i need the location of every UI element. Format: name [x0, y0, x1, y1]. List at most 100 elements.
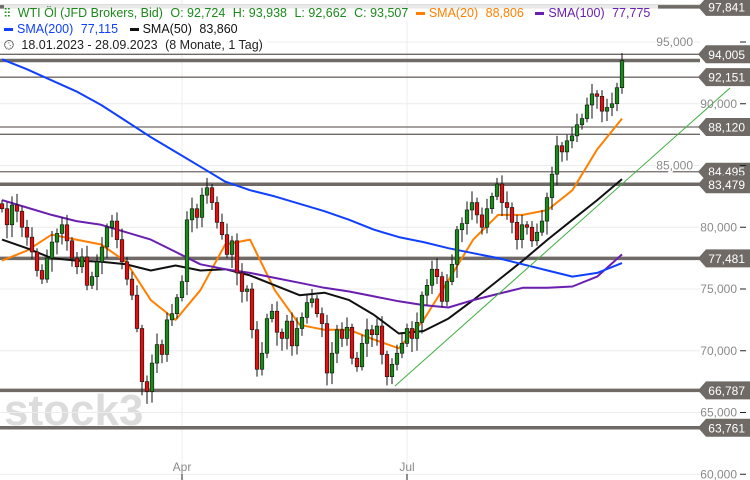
candle-body — [539, 220, 545, 233]
candle — [74, 251, 80, 275]
candle-body — [194, 208, 200, 218]
price-tag: 83,479 — [698, 175, 750, 194]
candle-body — [104, 226, 110, 248]
price-tag-label: 97,841 — [708, 0, 745, 14]
candle — [144, 375, 150, 404]
candle — [344, 317, 350, 346]
sma50-legend[interactable]: SMA(50) 83,860 — [129, 22, 242, 36]
candles — [0, 53, 625, 404]
price-tag-label: 92,151 — [708, 71, 745, 85]
sma50-label: SMA(50) — [142, 22, 192, 36]
candle-body — [134, 294, 140, 329]
candle-body — [554, 145, 560, 175]
sma100-swatch-icon — [535, 12, 545, 16]
candle — [224, 223, 230, 259]
candle — [279, 328, 285, 351]
candle — [499, 175, 505, 217]
candle — [234, 233, 240, 286]
candle-body — [184, 219, 190, 282]
candle-body — [9, 204, 15, 226]
sma20-swatch-icon — [415, 12, 425, 16]
candle-body — [564, 140, 570, 153]
price-tag-box — [698, 117, 750, 136]
candle-body — [414, 322, 420, 339]
candle — [504, 191, 510, 220]
candle-body — [229, 240, 235, 255]
sma200-legend[interactable]: SMA(200) 77,115 — [4, 22, 122, 36]
candle — [284, 314, 290, 350]
candle-body — [604, 107, 610, 112]
candle — [64, 214, 70, 251]
sma100-legend[interactable]: SMA(100) 77,775 — [535, 6, 654, 20]
y-tick-label: 95,000 — [656, 35, 693, 49]
candle-body — [59, 224, 65, 234]
candle-body — [154, 344, 160, 364]
candle — [44, 249, 50, 283]
candle — [174, 293, 180, 319]
trendline[interactable] — [394, 87, 731, 387]
candle-body — [599, 96, 605, 112]
price-tag-label: 77,481 — [708, 252, 745, 266]
price-tag: 92,151 — [698, 68, 750, 87]
candle-body — [169, 313, 175, 321]
trendline-support — [394, 87, 731, 387]
price-tag-label: 63,761 — [708, 421, 745, 435]
candle-body — [0, 203, 5, 210]
candle-body — [339, 329, 345, 339]
price-tag: 88,120 — [698, 117, 750, 136]
y-tick-label: 85,000 — [656, 159, 693, 173]
candle-body — [294, 328, 300, 347]
candle-body — [369, 329, 375, 335]
sma50-value: 83,860 — [199, 22, 238, 36]
candle-body — [394, 352, 400, 365]
candle-body — [404, 328, 410, 344]
candle — [519, 214, 525, 249]
y-tick-label: 65,000 — [700, 406, 737, 420]
candle — [459, 217, 465, 243]
candle — [379, 316, 385, 365]
candle — [594, 90, 600, 109]
candle — [264, 313, 270, 359]
candle-body — [109, 220, 115, 228]
candle-body — [309, 298, 315, 303]
candle-body — [39, 270, 45, 280]
candle — [199, 187, 205, 228]
x-tick-label: Jul — [399, 460, 414, 474]
price-tag-box — [698, 418, 750, 437]
candle — [149, 354, 155, 403]
candle — [469, 191, 475, 220]
candle-body — [264, 318, 270, 354]
candle-body — [314, 298, 320, 315]
candle-body — [519, 224, 525, 240]
candle — [359, 334, 365, 371]
candle-body — [129, 278, 135, 296]
candle — [364, 318, 370, 357]
candle — [184, 211, 190, 296]
candle-body — [179, 281, 185, 298]
candle — [424, 279, 430, 306]
candle — [299, 312, 305, 336]
candle-body — [144, 381, 150, 392]
candle-body — [34, 251, 40, 271]
price-tag-label: 83,479 — [708, 178, 745, 192]
sma200-swatch-icon — [4, 28, 13, 32]
candle-body — [429, 268, 435, 286]
candle — [529, 221, 535, 248]
candle-body — [119, 239, 125, 263]
candle-body — [434, 268, 440, 277]
candle — [619, 53, 625, 94]
candle-body — [349, 326, 355, 359]
candle-body — [494, 183, 500, 197]
candle — [4, 202, 10, 239]
sma20-legend[interactable]: SMA(20) 88,806 — [415, 6, 528, 20]
candle — [429, 260, 435, 294]
candle — [444, 274, 450, 307]
low-value: L: 92,662 — [294, 6, 347, 20]
candles-icon: ⫶⫶ — [4, 6, 11, 20]
candle — [339, 322, 345, 348]
candle — [549, 166, 555, 210]
candle — [204, 177, 210, 204]
candle-body — [64, 224, 70, 242]
candle — [139, 324, 145, 396]
